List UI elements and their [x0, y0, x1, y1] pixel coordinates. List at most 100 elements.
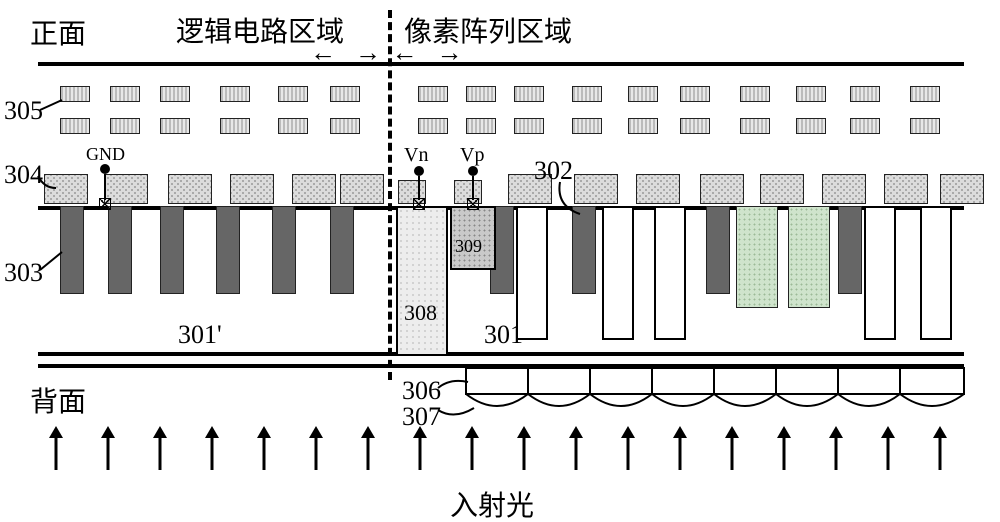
- label-vn: Vn: [404, 144, 428, 167]
- light-arrow: [930, 426, 950, 480]
- line-top-outer: [38, 62, 964, 66]
- light-arrow: [618, 426, 638, 480]
- light-arrow: [878, 426, 898, 480]
- metal-top-rect: [60, 118, 90, 134]
- light-arrow: [462, 426, 482, 480]
- leader-305: [40, 100, 70, 120]
- dti-logic: [330, 206, 354, 294]
- metal-contact-rect: [168, 174, 212, 204]
- dti-logic: [160, 206, 184, 294]
- dti-pixel-dark: [706, 206, 730, 294]
- region-308: [396, 206, 448, 356]
- dti-pixel-light: [788, 206, 830, 308]
- light-arrow: [410, 426, 430, 480]
- metal-top-rect: [514, 86, 544, 102]
- metal-top-rect: [910, 118, 940, 134]
- metal-contact-rect: [822, 174, 866, 204]
- metal-top-rect: [160, 86, 190, 102]
- metal-top-rect: [418, 86, 448, 102]
- light-arrow: [722, 426, 742, 480]
- dti-pixel-white: [602, 206, 634, 340]
- light-arrow: [150, 426, 170, 480]
- metal-top-rect: [418, 118, 448, 134]
- metal-top-rect: [514, 118, 544, 134]
- gnd-dot: [100, 164, 110, 174]
- metal-contact-rect: [940, 174, 984, 204]
- light-arrow: [826, 426, 846, 480]
- ref-303: 303: [4, 258, 43, 288]
- leader-306: [438, 380, 472, 398]
- metal-top-rect: [160, 118, 190, 134]
- vp-stem: [472, 176, 474, 200]
- light-arrow: [514, 426, 534, 480]
- light-arrow: [358, 426, 378, 480]
- optical-stack: [462, 366, 972, 426]
- metal-top-rect: [628, 86, 658, 102]
- metal-top-rect: [220, 86, 250, 102]
- metal-contact-rect: [292, 174, 336, 204]
- vp-dot: [468, 166, 478, 176]
- metal-top-rect: [330, 118, 360, 134]
- metal-top-rect: [910, 86, 940, 102]
- metal-top-rect: [110, 118, 140, 134]
- light-arrow: [254, 426, 274, 480]
- label-gnd: GND: [86, 144, 125, 165]
- dti-logic: [108, 206, 132, 294]
- label-back: 背面: [30, 380, 86, 420]
- light-arrow: [306, 426, 326, 480]
- metal-contact-rect: [636, 174, 680, 204]
- light-arrow: [566, 426, 586, 480]
- dti-pixel-dark: [572, 206, 596, 294]
- label-front: 正面: [30, 12, 86, 52]
- light-arrow: [46, 426, 66, 480]
- light-arrow: [774, 426, 794, 480]
- light-arrow: [98, 426, 118, 480]
- dti-logic: [216, 206, 240, 294]
- metal-top-rect: [796, 86, 826, 102]
- dti-pixel-dark: [838, 206, 862, 294]
- label-vp: Vp: [460, 144, 484, 167]
- light-arrow: [202, 426, 222, 480]
- metal-top-rect: [220, 118, 250, 134]
- leader-304: [38, 170, 58, 192]
- metal-top-rect: [572, 118, 602, 134]
- leader-303: [40, 250, 66, 276]
- dti-pixel-white: [920, 206, 952, 340]
- metal-top-rect: [796, 118, 826, 134]
- metal-contact-rect: [760, 174, 804, 204]
- ref-308: 308: [404, 300, 437, 326]
- metal-top-rect: [278, 118, 308, 134]
- metal-top-rect: [278, 86, 308, 102]
- metal-top-rect: [680, 86, 710, 102]
- metal-contact-rect: [700, 174, 744, 204]
- dti-pixel-white: [864, 206, 896, 340]
- ref-301: 301: [484, 320, 523, 350]
- vn-via: [413, 198, 425, 210]
- leader-307: [438, 402, 478, 422]
- metal-top-rect: [740, 86, 770, 102]
- label-incident-light: 入射光: [450, 484, 534, 522]
- ref-309: 309: [455, 236, 482, 257]
- vn-stem: [418, 176, 420, 200]
- leader-302: [556, 182, 586, 218]
- metal-top-rect: [110, 86, 140, 102]
- ref-305: 305: [4, 96, 43, 126]
- metal-top-rect: [572, 86, 602, 102]
- metal-top-rect: [740, 118, 770, 134]
- metal-top-rect: [680, 118, 710, 134]
- line-substrate-bot: [38, 352, 964, 356]
- metal-contact-rect: [884, 174, 928, 204]
- metal-top-rect: [466, 118, 496, 134]
- metal-contact-rect: [340, 174, 384, 204]
- dti-pixel-white: [654, 206, 686, 340]
- ref-301p: 301': [178, 320, 222, 350]
- metal-top-rect: [466, 86, 496, 102]
- dti-logic: [272, 206, 296, 294]
- diagram-stage: 正面 逻辑电路区域 像素阵列区域 ← → ← → 308 309 GND Vn …: [0, 0, 1000, 522]
- metal-top-rect: [850, 86, 880, 102]
- vp-via: [467, 198, 479, 210]
- metal-top-rect: [850, 118, 880, 134]
- gnd-stem: [104, 174, 106, 200]
- metal-top-rect: [330, 86, 360, 102]
- metal-top-rect: [628, 118, 658, 134]
